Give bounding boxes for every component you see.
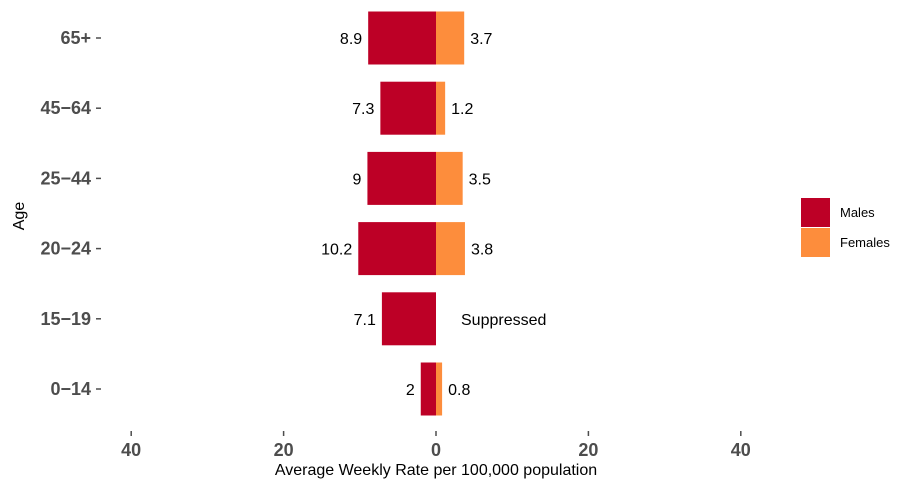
legend: Males Females xyxy=(801,198,890,257)
data-label-females: 3.5 xyxy=(469,171,491,188)
legend-label-males: Males xyxy=(840,205,875,220)
x-tick-label: 0 xyxy=(431,440,441,460)
y-tick-label: 0−14 xyxy=(50,379,91,399)
bar-males xyxy=(358,222,436,276)
x-axis: 40 20 0 20 40 xyxy=(121,431,751,460)
data-labels: 8.9 3.7 7.3 1.2 9 3.5 10.2 3.8 7.1 Suppressed 2 0.8 xyxy=(321,31,546,399)
bar-males xyxy=(381,292,436,346)
y-tick-label: 20−24 xyxy=(40,239,91,259)
data-label-males: 9 xyxy=(353,171,362,188)
x-axis-title: Average Weekly Rate per 100,000 populati… xyxy=(275,462,597,479)
data-label-females: 1.2 xyxy=(451,101,473,118)
legend-swatch-males xyxy=(801,198,830,227)
x-tick-label: 20 xyxy=(274,440,294,460)
y-axis-title: Age xyxy=(11,202,28,231)
bar-males xyxy=(368,11,436,65)
bar-females xyxy=(436,151,463,205)
data-label-males: 8.9 xyxy=(340,31,362,48)
data-label-males: 2 xyxy=(406,382,415,399)
y-tick-label: 15−19 xyxy=(40,309,91,329)
y-tick-label: 65+ xyxy=(60,28,91,48)
data-label-males: 7.3 xyxy=(352,101,374,118)
data-label-females: 0.8 xyxy=(448,382,470,399)
legend-swatch-females xyxy=(801,228,830,257)
x-tick-label: 40 xyxy=(731,440,751,460)
y-axis: 65+ 45−64 25−44 20−24 15−19 0−14 xyxy=(40,28,101,399)
bar-males xyxy=(380,81,436,135)
y-tick-label: 25−44 xyxy=(40,168,91,188)
bar-females xyxy=(436,222,465,276)
data-label-females: 3.8 xyxy=(471,242,493,259)
bar-females xyxy=(436,11,465,65)
data-label-females: 3.7 xyxy=(470,31,492,48)
x-tick-label: 40 xyxy=(121,440,141,460)
data-label-males: 7.1 xyxy=(354,312,376,329)
legend-label-females: Females xyxy=(840,235,890,250)
data-label-females: Suppressed xyxy=(461,312,546,329)
bars xyxy=(358,11,465,416)
data-label-males: 10.2 xyxy=(321,242,352,259)
bar-females xyxy=(436,81,446,135)
bar-females xyxy=(436,362,443,416)
bar-males xyxy=(367,151,436,205)
bar-males xyxy=(420,362,436,416)
x-tick-label: 20 xyxy=(578,440,598,460)
y-tick-label: 45−64 xyxy=(40,98,91,118)
